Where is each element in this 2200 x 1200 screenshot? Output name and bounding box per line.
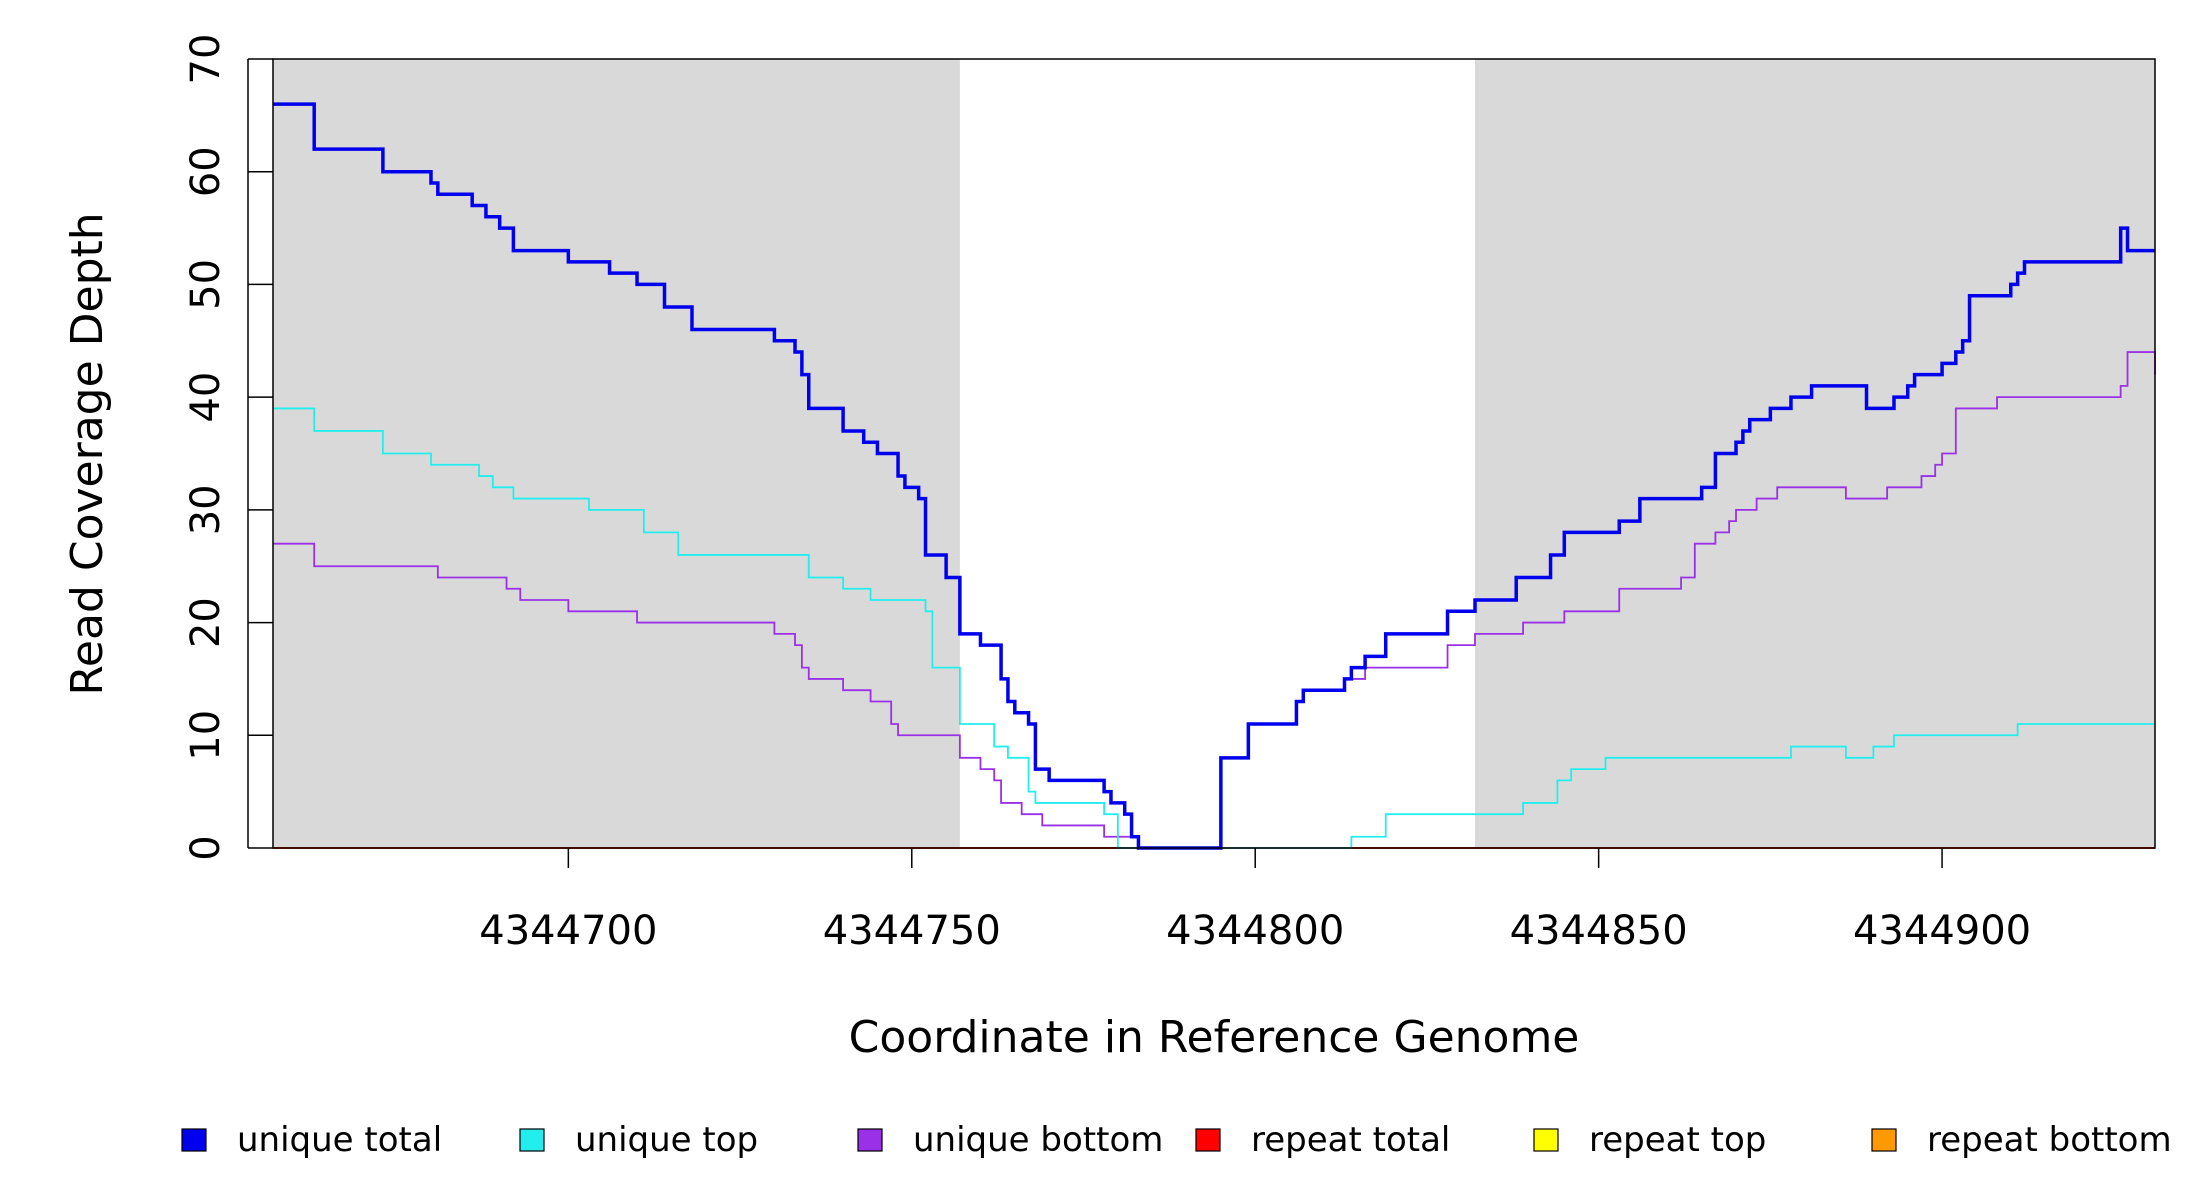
legend-label-repeat-top: repeat top <box>1589 1120 1766 1160</box>
y-tick-label: 30 <box>183 484 229 535</box>
shaded-region-2 <box>1475 59 2155 848</box>
legend-label-repeat-bottom: repeat bottom <box>1927 1120 2172 1160</box>
shaded-region-1 <box>273 59 960 848</box>
legend-swatch-unique-total <box>181 1128 207 1152</box>
legend-swatch-repeat-bottom <box>1871 1128 1897 1152</box>
legend-label-unique-bottom: unique bottom <box>913 1120 1163 1160</box>
legend-label-repeat-total: repeat total <box>1251 1120 1450 1160</box>
y-tick-label: 20 <box>183 597 229 648</box>
y-tick-label: 50 <box>183 259 229 310</box>
x-tick-label: 4344800 <box>1166 908 1344 954</box>
x-tick-label: 4344700 <box>479 908 657 954</box>
legend-swatch-unique-bottom <box>857 1128 883 1152</box>
plot-frame <box>272 58 2156 849</box>
legend-swatch-unique-top <box>519 1128 545 1152</box>
legend-label-unique-top: unique top <box>575 1120 758 1160</box>
shaded-regions <box>273 59 2155 848</box>
series-line-unique-total <box>273 102 2155 850</box>
y-tick-label: 10 <box>183 710 229 761</box>
y-tick-label: 60 <box>183 146 229 197</box>
y-tick-label: 0 <box>183 835 229 860</box>
series-line-unique-top <box>273 407 2155 849</box>
legend-swatch-repeat-total <box>1195 1128 1221 1152</box>
x-axis-title: Coordinate in Reference Genome <box>849 1012 1580 1063</box>
axes: 0 10 20 30 40 50 60 70 4344700 4344750 4344800 4344… <box>183 34 2031 954</box>
y-tick-label: 40 <box>183 372 229 423</box>
legend: unique total unique top unique bottom repea… <box>181 1120 2172 1160</box>
x-tick-label: 4344850 <box>1510 908 1688 954</box>
x-tick-label: 4344900 <box>1853 908 2031 954</box>
y-axis-title: Read Coverage Depth <box>62 212 113 695</box>
legend-swatch-repeat-top <box>1533 1128 1559 1152</box>
legend-label-unique-total: unique total <box>237 1120 442 1160</box>
x-tick-label: 4344750 <box>823 908 1001 954</box>
y-tick-label: 70 <box>183 34 229 85</box>
